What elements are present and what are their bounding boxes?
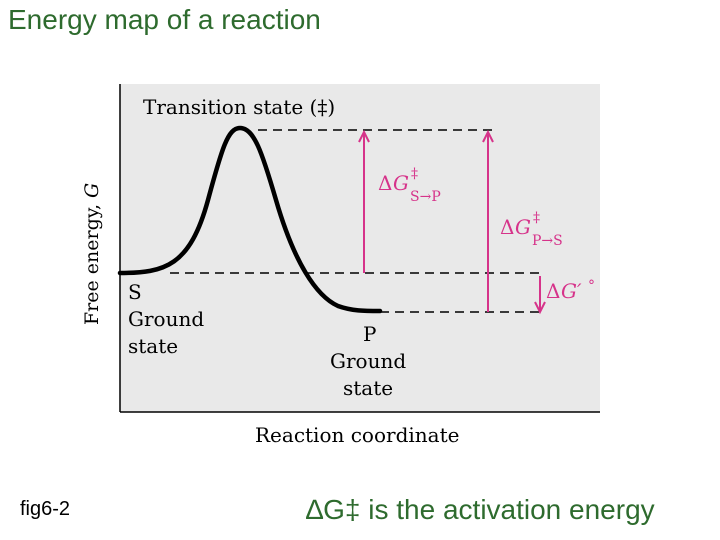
p-ground-line2: state — [343, 376, 393, 400]
svg-text:G′: G′ — [561, 279, 582, 303]
s-ground-line1: Ground — [128, 307, 204, 331]
reaction-curve — [117, 125, 383, 314]
arrow-dg-s-to-p — [358, 129, 370, 273]
svg-text:Δ: Δ — [546, 279, 560, 303]
x-axis-label: Reaction coordinate — [255, 423, 459, 447]
p-ground-line1: Ground — [330, 349, 406, 373]
svg-text:Δ: Δ — [378, 171, 392, 195]
s-ground-line2: state — [128, 334, 178, 358]
p-label: P — [363, 322, 376, 346]
svg-text:P→S: P→S — [532, 233, 563, 249]
dg-s-to-p-label: Δ G ‡ S→P — [378, 166, 441, 205]
dg-standard-label: Δ G′ ° — [546, 278, 595, 303]
svg-text:‡: ‡ — [411, 166, 418, 182]
s-label: S — [128, 280, 142, 304]
caption: ∆G‡ is the activation energy — [306, 494, 655, 525]
y-axis-label: Free energy, G — [81, 183, 103, 325]
svg-text:G: G — [515, 215, 531, 239]
figure-number: fig6-2 — [20, 498, 71, 520]
svg-text:‡: ‡ — [533, 210, 540, 226]
transition-state-label: Transition state (‡) — [143, 95, 335, 119]
arrow-dg-standard — [534, 276, 546, 315]
svg-text:°: ° — [588, 278, 595, 294]
svg-text:S→P: S→P — [410, 189, 441, 205]
slide-title: Energy map of a reaction — [8, 4, 321, 35]
svg-text:Δ: Δ — [500, 215, 514, 239]
svg-text:G: G — [393, 171, 409, 195]
arrow-dg-p-to-s — [482, 129, 494, 312]
dg-p-to-s-label: Δ G ‡ P→S — [500, 210, 563, 249]
